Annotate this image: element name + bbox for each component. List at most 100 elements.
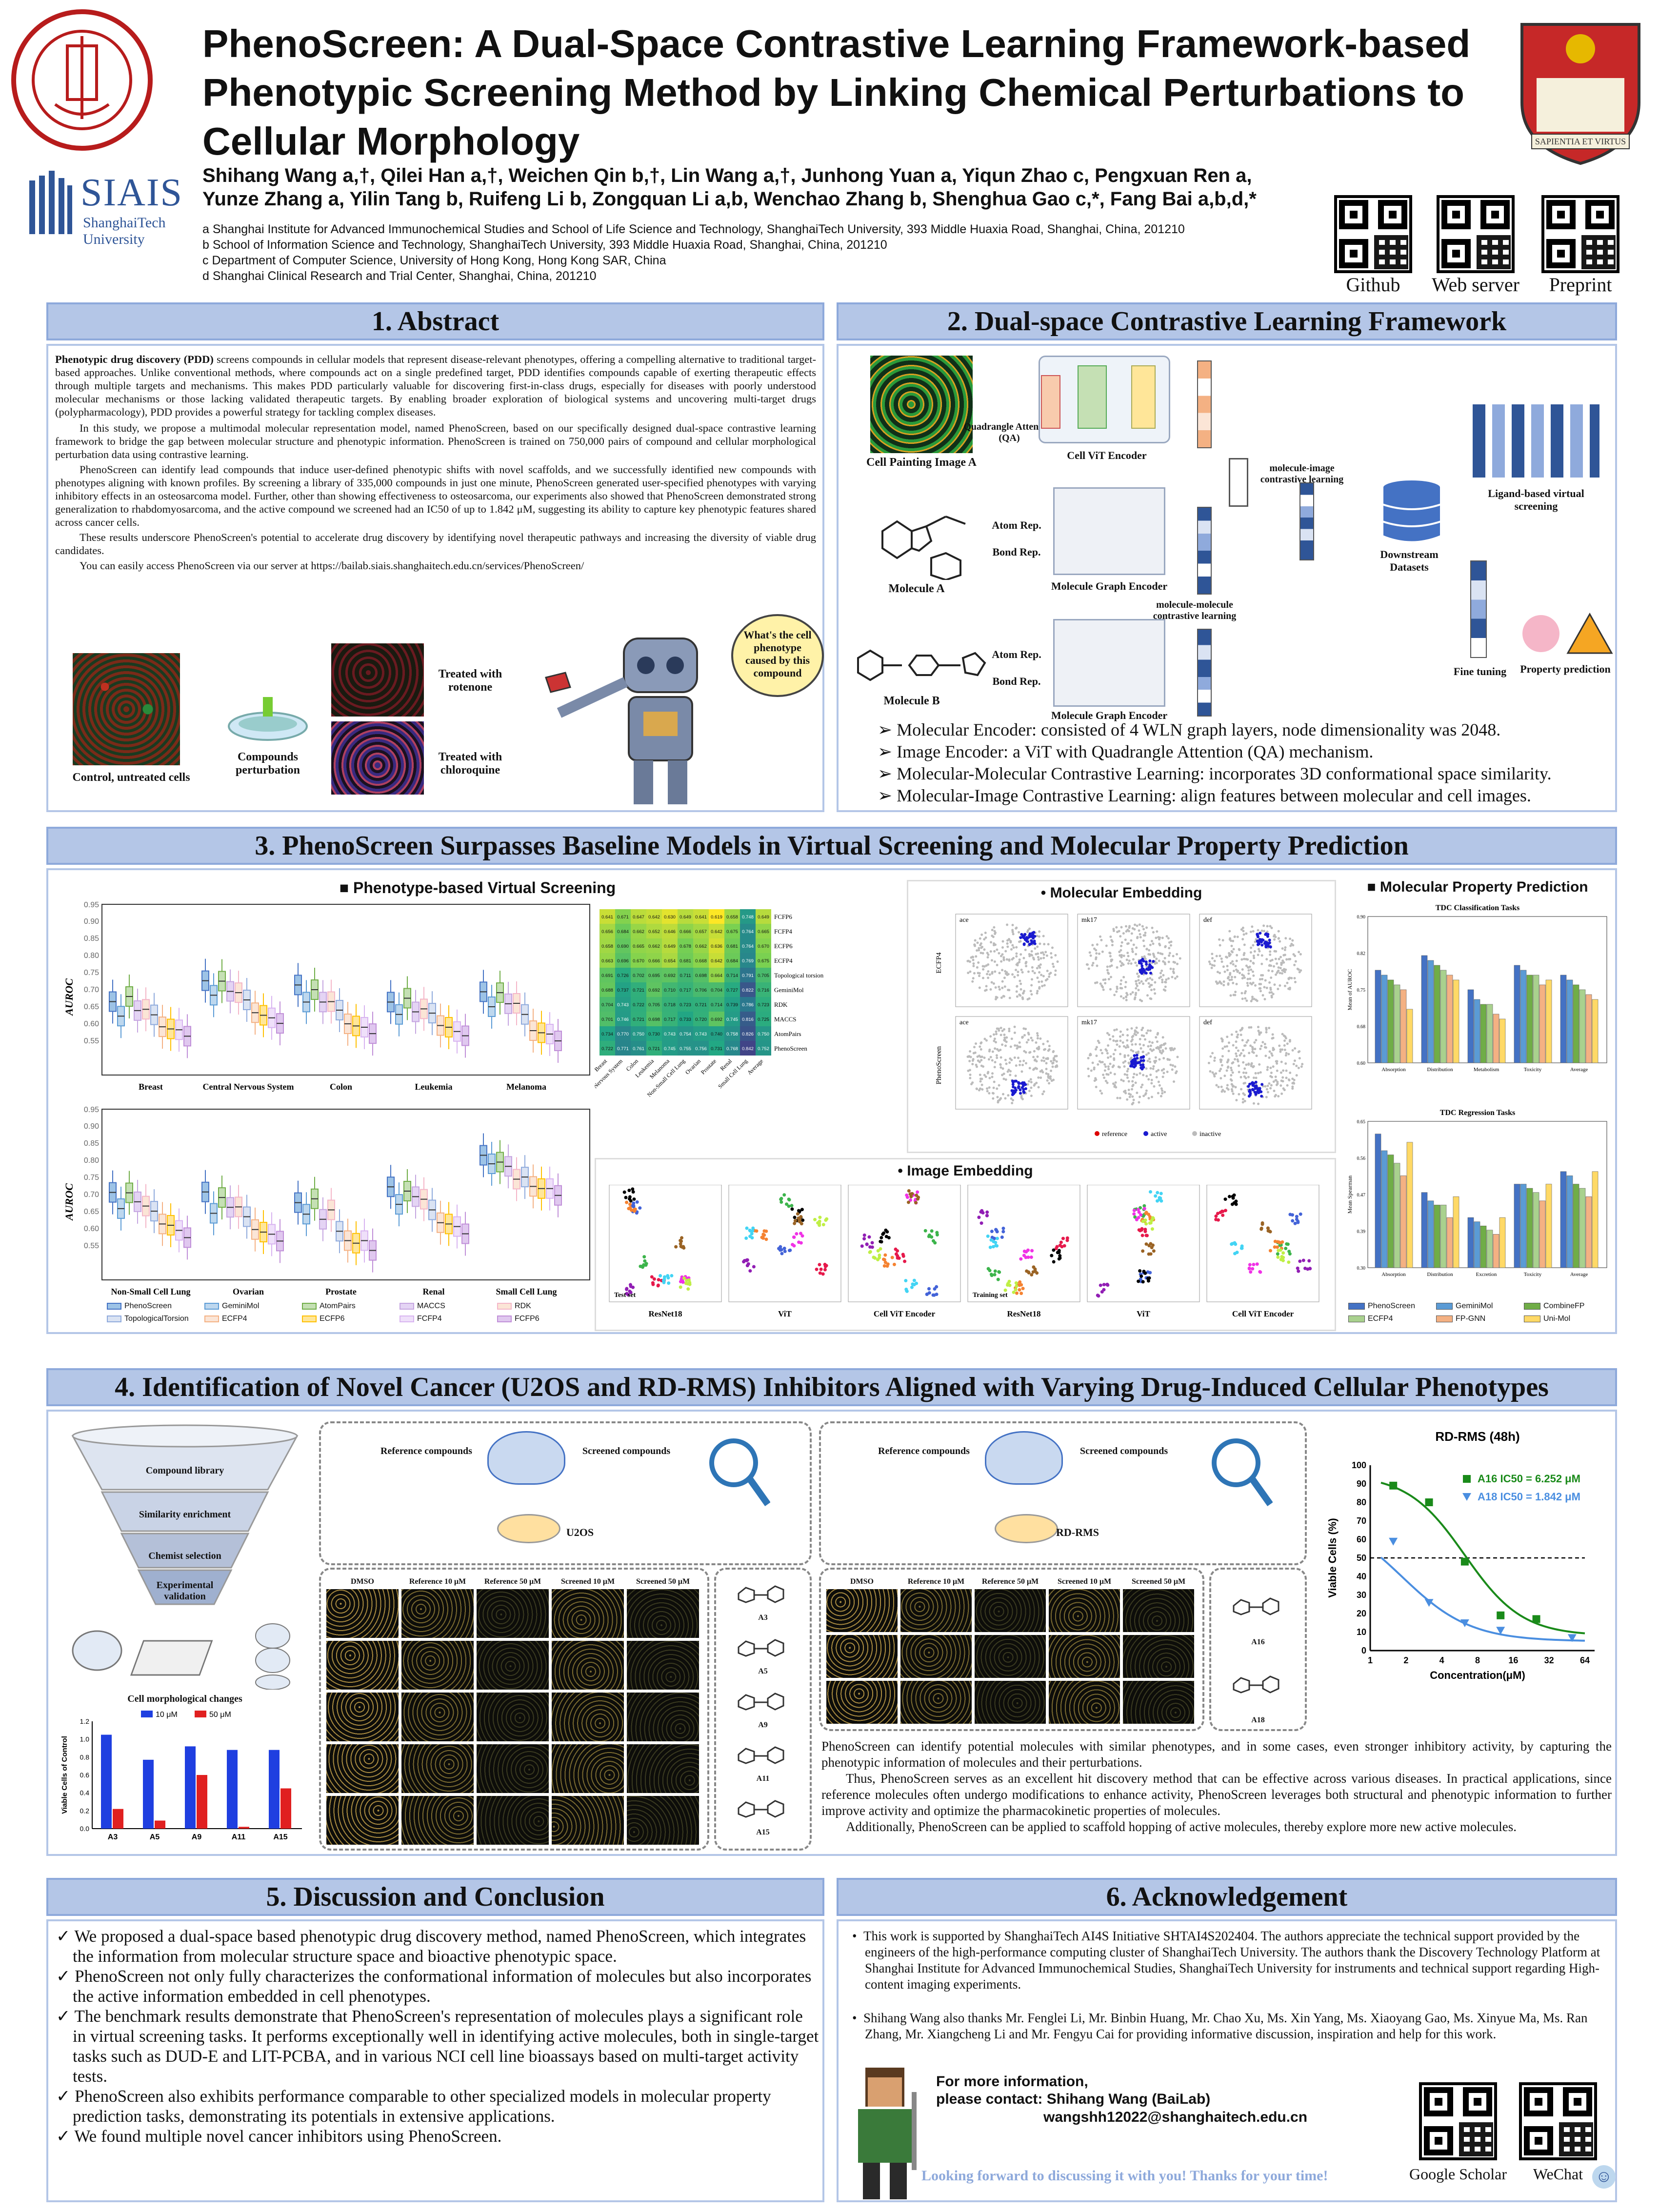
property-bar (1434, 965, 1440, 1063)
ligand-vectors (1473, 404, 1599, 478)
svg-text:0.743: 0.743 (695, 1032, 707, 1037)
svg-text:0.704: 0.704 (601, 1002, 613, 1008)
compound-structure (729, 1787, 797, 1829)
heatmap-cell: 0.701 (600, 1012, 615, 1026)
svg-text:4: 4 (1439, 1655, 1444, 1665)
tsne-panel: def (1199, 1016, 1312, 1110)
contact-email[interactable]: wangshh12022@shanghaitech.edu.cn (1043, 2109, 1308, 2125)
svg-text:0.692: 0.692 (648, 988, 660, 993)
heatmap-cell: 0.671 (615, 909, 631, 924)
svg-text:0.692: 0.692 (711, 1017, 722, 1022)
viability-bar (269, 1750, 280, 1829)
boxplot-box (488, 1142, 496, 1186)
rdrms-workflow-box (819, 1421, 1307, 1565)
svg-text:0.646: 0.646 (664, 929, 676, 935)
property-icons (1517, 609, 1614, 658)
image-tsne-label: ResNet18 (649, 1309, 682, 1318)
image-tsne-label: ResNet18 (1007, 1309, 1041, 1318)
svg-text:Viable Cells of Control: Viable Cells of Control (60, 1736, 69, 1814)
boxplot-box (302, 980, 310, 1024)
boxplot-box (226, 1185, 234, 1230)
micro-col-header: Reference 50 μM (484, 1577, 541, 1586)
image-tsne-panel (967, 1184, 1080, 1302)
image-tsne-label: ViT (1137, 1309, 1150, 1318)
svg-text:0.743: 0.743 (617, 1002, 629, 1008)
tsne-panel: mk17 (1077, 1016, 1190, 1110)
svg-text:0.641: 0.641 (695, 915, 707, 920)
wechat-qr-code[interactable] (1519, 2082, 1597, 2160)
boxplot-box (395, 1182, 403, 1227)
compound-structure (729, 1734, 797, 1775)
boxplot-box (150, 1189, 158, 1234)
dose-response-chart: RD-RMS (48h) 0 10 20 30 40 50 60 70 80 90 100 1 2 4 8 16… (1317, 1421, 1609, 1694)
svg-text:0.68: 0.68 (1357, 1024, 1366, 1030)
svg-text:0.746: 0.746 (617, 1017, 629, 1022)
boxplot-box (142, 987, 150, 1032)
boxplot-box (260, 993, 267, 1037)
heatmap-row-label: ECFP6 (774, 942, 793, 950)
prop-title-text: Molecular Property Prediction (1379, 879, 1588, 895)
heatmap-cell: 0.731 (709, 1041, 724, 1056)
preprint-qr-code[interactable] (1541, 195, 1619, 273)
petri-dish-icon (224, 697, 312, 746)
svg-text:16: 16 (1508, 1655, 1518, 1665)
heatmap-row-label: RDK (774, 1001, 788, 1008)
heatmap-cell: 0.769 (740, 953, 756, 968)
svg-text:Ovarian: Ovarian (233, 1287, 264, 1296)
control-cells-image (73, 653, 180, 765)
github-qr-code[interactable] (1334, 195, 1412, 273)
boxplot-box (134, 1179, 141, 1224)
svg-text:0.663: 0.663 (601, 958, 613, 964)
boxplot-box (513, 981, 520, 1025)
svg-text:0.668: 0.668 (695, 958, 707, 964)
svg-text:0.95: 0.95 (84, 1106, 99, 1114)
svg-text:0.642: 0.642 (711, 958, 722, 964)
svg-text:0.696: 0.696 (617, 958, 629, 964)
svg-text:0.60: 0.60 (84, 1020, 99, 1028)
heatmap-col-label: Prostate (700, 1057, 718, 1076)
boxplot-box (125, 975, 133, 1018)
finetune-vector (1470, 560, 1487, 658)
property-bar (1394, 984, 1400, 1063)
property-bar (1573, 984, 1579, 1063)
svg-text:0.770: 0.770 (617, 1032, 629, 1037)
boxplot-box (268, 1212, 276, 1256)
property-bar (1446, 975, 1453, 1063)
property-bar (1427, 1200, 1434, 1268)
svg-text:0.56: 0.56 (1357, 1156, 1366, 1161)
property-bar (1406, 1142, 1413, 1268)
rotenone-cells-image (331, 643, 424, 717)
chloroquine-cells-image (331, 721, 424, 795)
siais-logo: SIAIS ShanghaiTech University (29, 171, 195, 249)
webserver-qr-code[interactable] (1437, 195, 1515, 273)
dose-point (1424, 1599, 1434, 1607)
micrograph-tile (975, 1589, 1046, 1632)
boxplot-box (319, 1197, 327, 1241)
micro-col-header: Reference 10 μM (409, 1577, 466, 1586)
boxplot-box (538, 1166, 545, 1211)
svg-text:0.75: 0.75 (1357, 988, 1366, 993)
abstract-p5[interactable]: You can easily access PhenoScreen via ou… (80, 559, 584, 572)
svg-text:90: 90 (1357, 1479, 1366, 1489)
vs-heatmap: 0.641 0.671 0.647 0.642 0.630 0.649 0.641 0.619… (579, 899, 907, 1104)
svg-text:0.55: 0.55 (84, 1037, 99, 1045)
svg-text:0.710: 0.710 (664, 988, 676, 993)
heatmap-cell: 0.722 (631, 997, 646, 1012)
svg-text:80: 80 (1357, 1497, 1366, 1507)
svg-text:0.90: 0.90 (84, 917, 99, 926)
micro-col-header: DMSO (850, 1577, 874, 1586)
u2os-micrograph-grid: DMSO Reference 10 μM Reference 50 μM Screen… (326, 1577, 702, 1846)
image-tsne-label: ViT (778, 1309, 792, 1318)
heatmap-cell: 0.752 (756, 1041, 771, 1056)
heatmap-cell: 0.727 (724, 982, 740, 997)
heatmap-row-label: ECFP4 (774, 957, 793, 964)
tdc-classification-chart: TDC Classification Tasks Mean of AUROC 0.6… (1341, 899, 1614, 1104)
heatmap-cell: 0.706 (693, 982, 709, 997)
auroc-boxplot-bottom: 0.95 0.90 0.85 0.80 0.75 0.70 0.65 0.60 0.55 Non… (58, 1104, 595, 1304)
micrograph-tile (1123, 1681, 1194, 1724)
property-bar (1499, 1018, 1506, 1063)
boxplot-box (538, 1011, 545, 1055)
micrograph-tile (401, 1796, 474, 1845)
funnel-stage-1: Compound library (145, 1465, 224, 1476)
google-scholar-qr-code[interactable] (1419, 2082, 1497, 2160)
